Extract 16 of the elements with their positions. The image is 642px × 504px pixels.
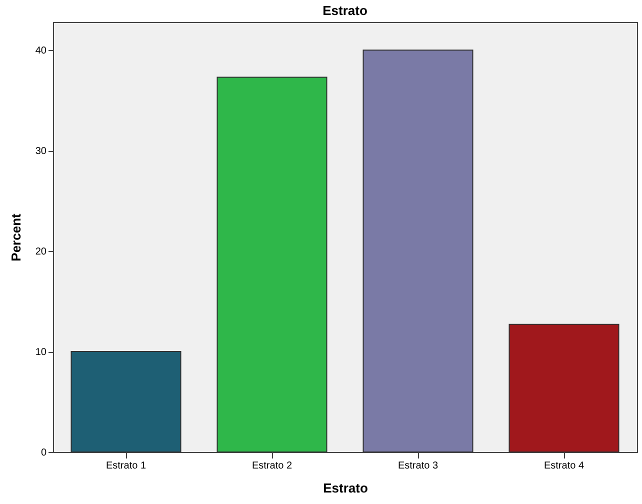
y-tick-label: 40 — [35, 46, 47, 57]
x-tick-label: Estrato 4 — [544, 460, 584, 472]
x-tick-label: Estrato 3 — [398, 460, 438, 472]
y-axis-title: Percent — [8, 212, 24, 262]
bar — [362, 50, 474, 452]
x-tick-label: Estrato 2 — [252, 460, 292, 472]
x-tick-label: Estrato 1 — [106, 460, 146, 472]
bar — [508, 324, 620, 452]
bar — [216, 76, 328, 452]
y-tick-label: 0 — [40, 448, 47, 458]
y-tick-label: 20 — [35, 246, 47, 258]
y-tick-label: 30 — [35, 146, 47, 158]
bar — [70, 351, 182, 452]
chart-title: Estrato — [322, 3, 368, 18]
y-tick-label: 10 — [35, 347, 47, 358]
x-axis-title: Estrato — [323, 480, 368, 496]
